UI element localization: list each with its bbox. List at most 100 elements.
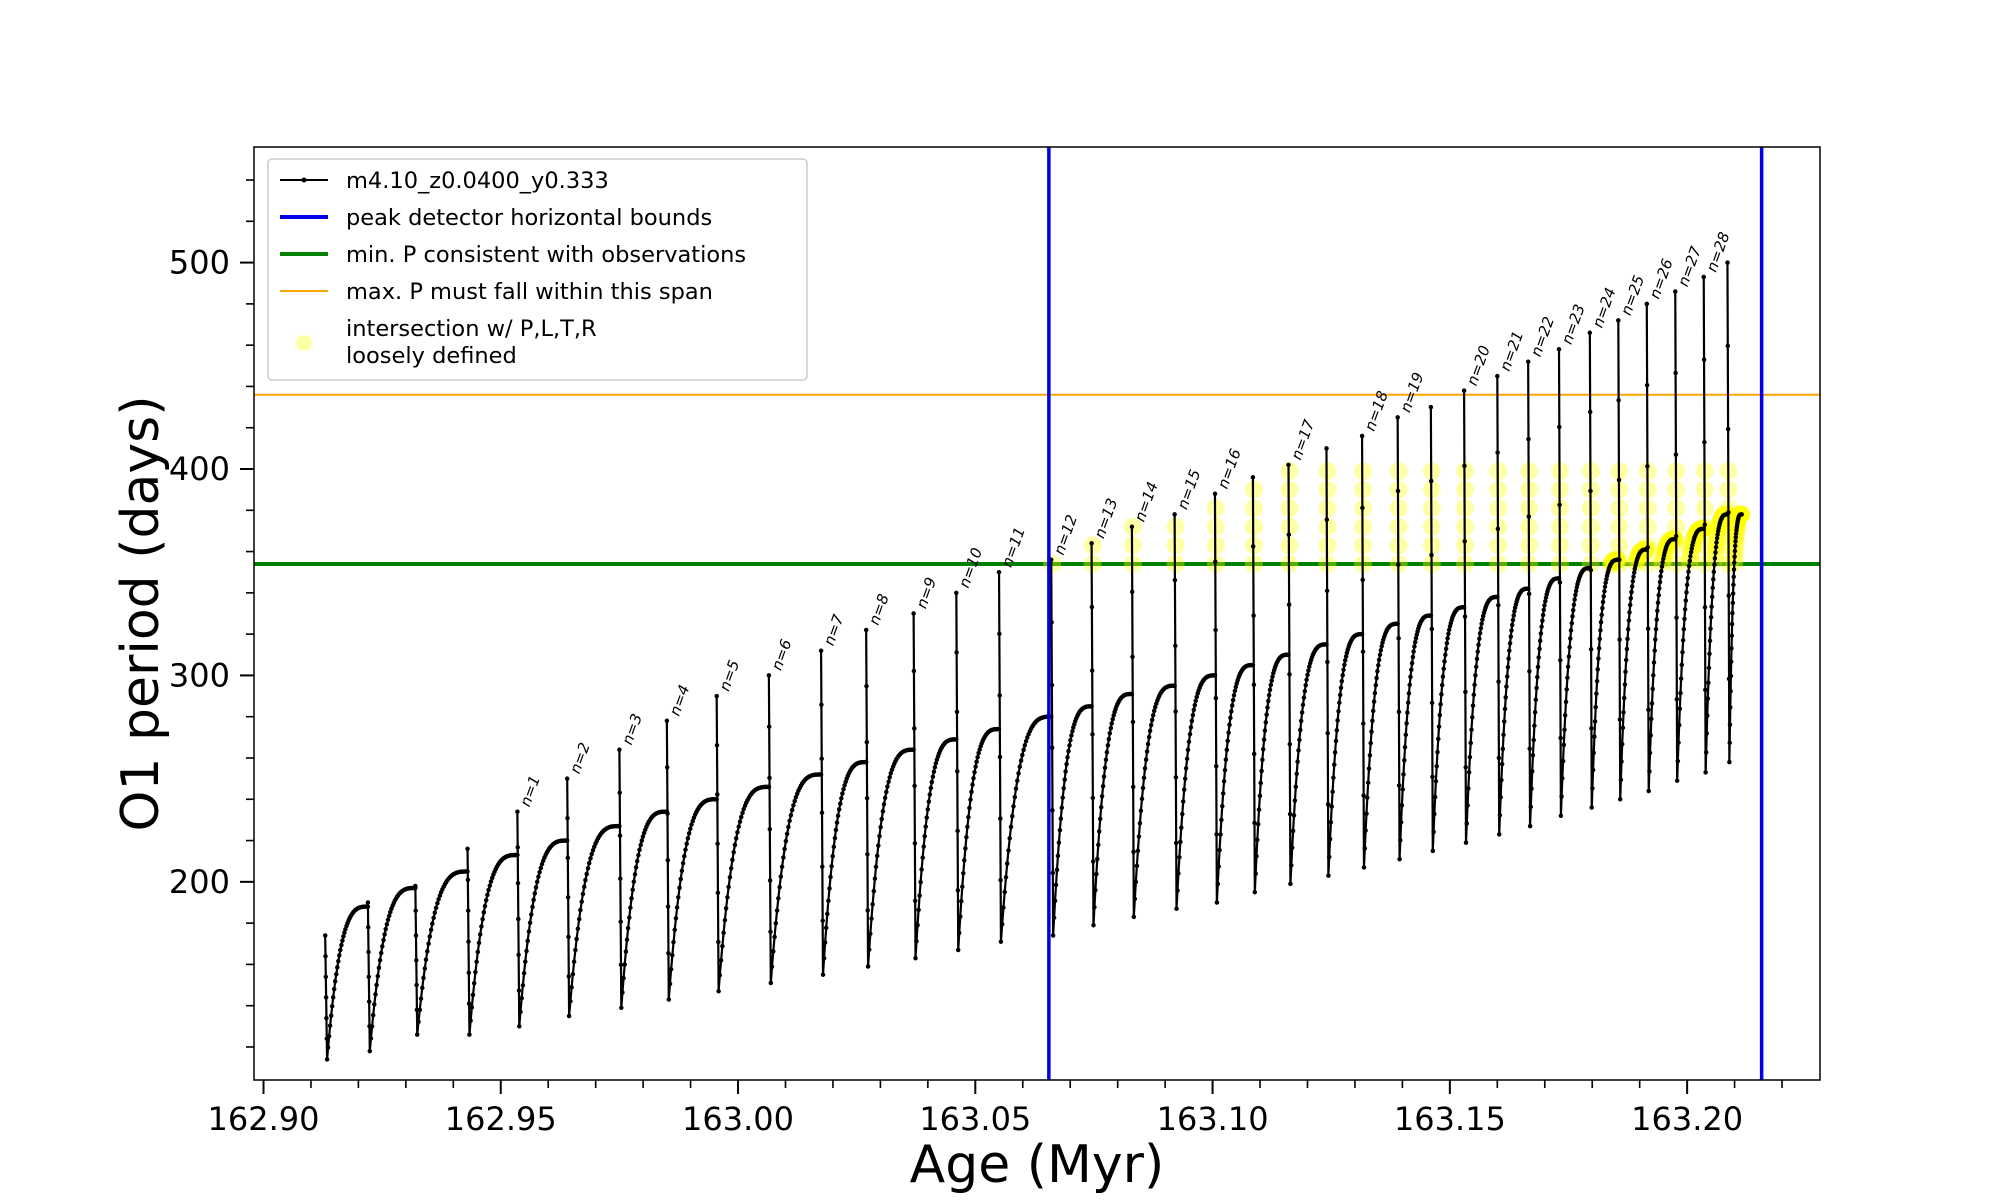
pulse-markers bbox=[1701, 274, 1730, 775]
pulse-markers bbox=[1359, 433, 1400, 870]
peak-label: n=8 bbox=[865, 592, 893, 628]
peak-label: n=12 bbox=[1050, 512, 1081, 557]
pulse-markers bbox=[911, 611, 959, 961]
pulse-curve bbox=[1462, 390, 1498, 843]
x-axis: 162.90 162.95 163.00 163.05 163.10 163.15 163.… bbox=[208, 1080, 1783, 1138]
pulse-curve bbox=[912, 613, 957, 959]
peak-label: n=7 bbox=[820, 612, 848, 648]
peak-label: n=23 bbox=[1558, 302, 1589, 347]
plot-frame bbox=[253, 146, 1821, 1081]
pulse-markers bbox=[1089, 541, 1135, 928]
pulse-curve bbox=[715, 696, 769, 992]
pulse-markers bbox=[1395, 415, 1434, 862]
pulse-markers bbox=[863, 627, 916, 969]
y-axis: 200 300 400 500 bbox=[169, 179, 254, 1048]
pulse-curve bbox=[819, 650, 867, 975]
pulse-markers bbox=[766, 673, 824, 986]
pulse-curve bbox=[997, 572, 1052, 942]
pulse-markers bbox=[1428, 404, 1467, 854]
peak-label: n=25 bbox=[1617, 273, 1648, 318]
pulse-curve bbox=[516, 811, 568, 1027]
pulse-curve bbox=[865, 630, 914, 967]
peak-label: n=17 bbox=[1287, 417, 1318, 462]
peak-label: n=3 bbox=[618, 711, 646, 747]
y-tick-label: 500 bbox=[169, 244, 230, 282]
pulse-markers bbox=[617, 747, 670, 1011]
pulse-curve bbox=[665, 720, 717, 1000]
pulse-markers bbox=[1725, 260, 1744, 765]
pulse-curve bbox=[955, 592, 1000, 951]
peak-label: n=27 bbox=[1674, 244, 1705, 289]
peak-detector-bounds bbox=[1047, 147, 1764, 1080]
pulse-markers bbox=[1673, 289, 1706, 783]
pulse-curve bbox=[1050, 559, 1092, 936]
pulse-markers bbox=[664, 718, 719, 1002]
legend-label: m4.10_z0.0400_y0.333 bbox=[346, 168, 609, 194]
peak-label: n=15 bbox=[1173, 467, 1204, 512]
pulse-markers bbox=[954, 590, 1002, 953]
x-tick-label: 162.95 bbox=[445, 1100, 557, 1138]
pulse-markers bbox=[1172, 512, 1218, 911]
pulse-curve bbox=[566, 778, 620, 1017]
peak-label: n=28 bbox=[1703, 230, 1734, 275]
y-tick-label: 400 bbox=[169, 450, 230, 488]
pulse-markers bbox=[996, 569, 1054, 944]
plot-area: n=1n=2n=3n=4n=5n=6n=7n=8 n=9n=10 n=11 n=12 n… bbox=[254, 147, 1820, 1080]
pulse-markers bbox=[365, 885, 418, 1054]
y-tick-label: 300 bbox=[169, 656, 230, 694]
peak-label: n=20 bbox=[1463, 343, 1494, 388]
pulse-markers bbox=[322, 904, 371, 1062]
pulse-markers bbox=[1556, 347, 1593, 819]
pulse-markers bbox=[465, 846, 520, 1037]
pulse-markers bbox=[1495, 373, 1531, 837]
peak-label: n=1 bbox=[516, 773, 544, 809]
pulse-markers bbox=[1587, 330, 1621, 810]
peak-label: n=13 bbox=[1090, 496, 1121, 541]
legend-swatch bbox=[296, 335, 312, 351]
legend-marker bbox=[301, 177, 307, 183]
pulse-markers bbox=[1286, 462, 1329, 887]
x-tick-label: 163.20 bbox=[1631, 1100, 1743, 1138]
peak-label: n=19 bbox=[1396, 370, 1427, 415]
pulse-markers bbox=[1644, 301, 1678, 794]
peak-label: n=5 bbox=[716, 658, 744, 694]
legend-label: min. P consistent with observations bbox=[346, 242, 746, 268]
y-tick-label: 200 bbox=[169, 863, 230, 901]
x-tick-label: 163.10 bbox=[1157, 1100, 1269, 1138]
pulse-markers bbox=[1525, 359, 1562, 829]
peak-label: n=26 bbox=[1646, 256, 1677, 301]
peak-label: n=10 bbox=[955, 545, 986, 590]
peak-label: n=2 bbox=[566, 740, 594, 776]
peak-label: n=16 bbox=[1214, 446, 1245, 491]
peak-label: n=24 bbox=[1589, 285, 1620, 330]
x-tick-label: 163.15 bbox=[1394, 1100, 1506, 1138]
peak-label: n=6 bbox=[768, 637, 796, 673]
pulse-markers bbox=[564, 776, 622, 1019]
peak-label: n=22 bbox=[1527, 314, 1558, 359]
pulse-markers bbox=[714, 693, 772, 994]
pulse-curve bbox=[618, 749, 667, 1008]
legend-label: loosely defined bbox=[346, 343, 517, 369]
x-tick-label: 163.05 bbox=[919, 1100, 1031, 1138]
pulse-markers bbox=[1129, 524, 1177, 920]
legend-label: max. P must fall within this span bbox=[346, 279, 713, 305]
x-tick-label: 163.00 bbox=[682, 1100, 794, 1138]
period-curve bbox=[322, 260, 1744, 1062]
pulse-markers bbox=[1324, 446, 1365, 878]
legend-label: peak detector horizontal bounds bbox=[346, 205, 712, 231]
peak-label: n=14 bbox=[1131, 479, 1162, 524]
peak-label: n=21 bbox=[1496, 329, 1527, 374]
pulse-markers bbox=[515, 809, 570, 1029]
x-tick-label: 162.90 bbox=[208, 1100, 320, 1138]
pulse-markers bbox=[1250, 475, 1291, 895]
legend-box bbox=[267, 158, 808, 381]
pulse-markers bbox=[1461, 388, 1500, 845]
y-axis-title: O1 period (days) bbox=[111, 395, 171, 831]
pulse-markers bbox=[413, 869, 470, 1037]
x-axis-title: Age (Myr) bbox=[910, 1135, 1165, 1195]
peak-label: n=4 bbox=[666, 682, 694, 718]
legend-label: intersection w/ P,L,T,R bbox=[346, 316, 597, 342]
pulse-markers bbox=[1212, 491, 1256, 905]
